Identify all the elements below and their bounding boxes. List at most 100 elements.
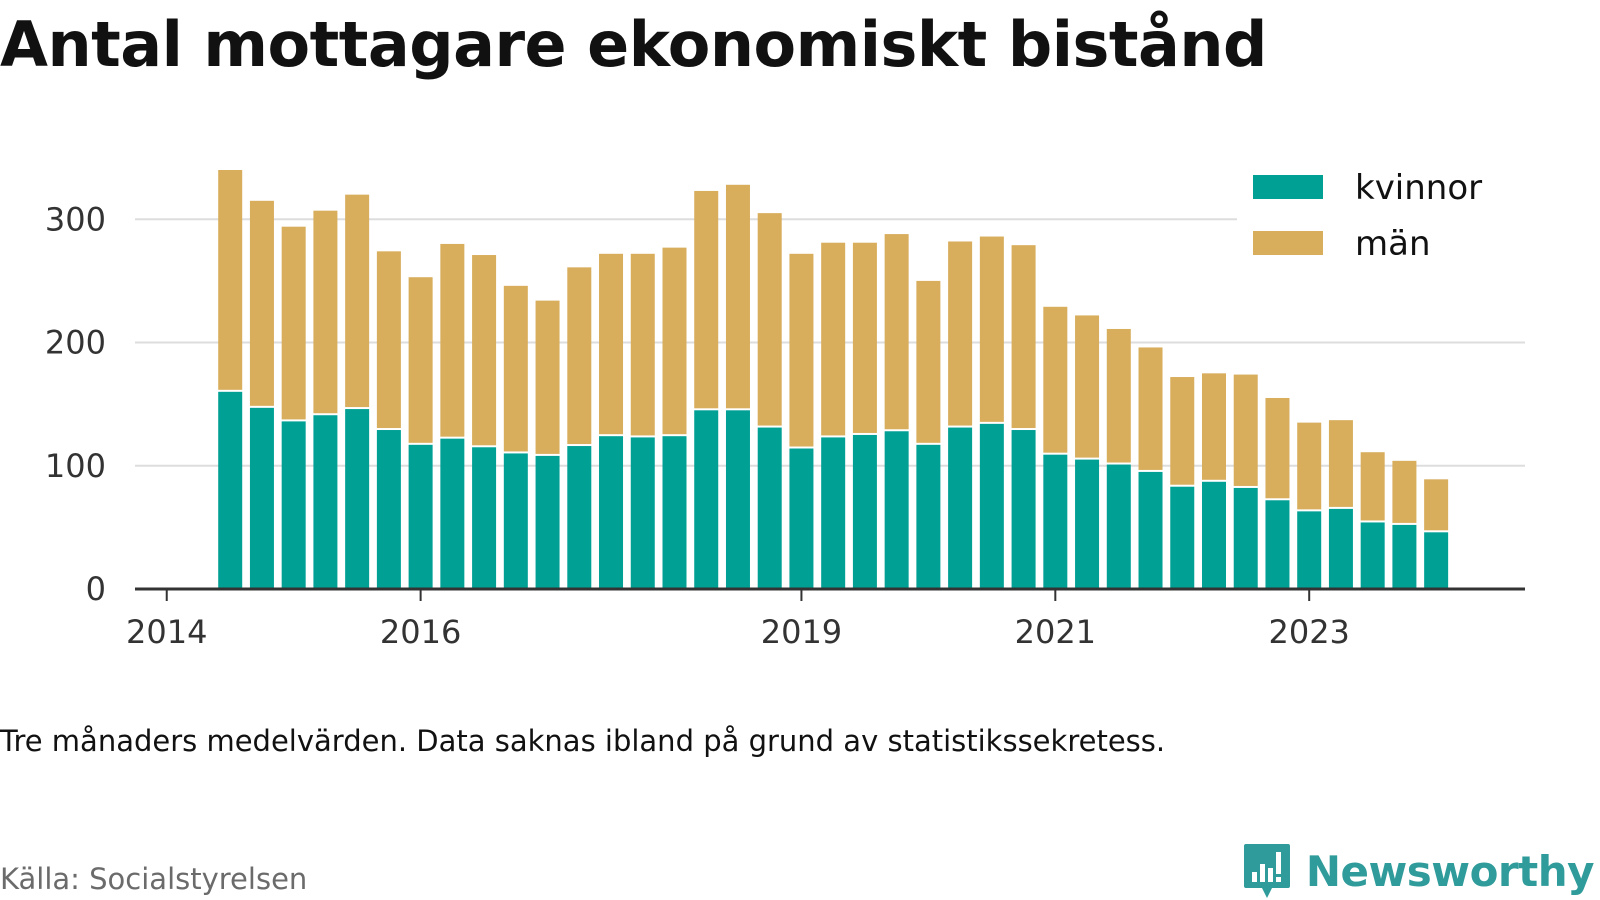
legend-label: män — [1355, 224, 1431, 264]
stacked-bar-chart: 0 100 200 300 2014 2016 2019 2021 2023 kvinnor m… — [44, 166, 1535, 651]
bar-man — [281, 226, 306, 420]
bars — [218, 170, 1449, 589]
bar-kvinnor — [1360, 522, 1385, 589]
bar-kvinnor — [408, 444, 433, 589]
bar-kvinnor — [376, 430, 401, 589]
bar-kvinnor — [1170, 486, 1195, 589]
bar-kvinnor — [1424, 532, 1449, 589]
bar-man — [1201, 373, 1226, 480]
y-axis-ticks: 0 100 200 300 — [45, 200, 106, 608]
bar-kvinnor — [249, 407, 274, 589]
y-tick-label: 0 — [86, 570, 106, 608]
bar-man — [1106, 328, 1131, 463]
bar-man — [979, 236, 1004, 422]
x-tick-label: 2023 — [1268, 613, 1349, 651]
bar-man — [948, 241, 973, 426]
y-tick-label: 100 — [45, 447, 106, 485]
bar-kvinnor — [1233, 487, 1258, 589]
bar-kvinnor — [694, 410, 719, 589]
bar-man — [1392, 460, 1417, 523]
bar-kvinnor — [1043, 454, 1068, 589]
bar-man — [821, 242, 846, 436]
bar-man — [376, 251, 401, 429]
bar-kvinnor — [1106, 464, 1131, 589]
bar-kvinnor — [1392, 524, 1417, 589]
bar-kvinnor — [852, 434, 877, 589]
bar-kvinnor — [345, 409, 370, 589]
bar-man — [218, 170, 243, 390]
bar-man — [440, 243, 465, 437]
legend-swatch — [1253, 231, 1323, 255]
bar-kvinnor — [440, 438, 465, 589]
bar-kvinnor — [821, 437, 846, 589]
bar-kvinnor — [218, 391, 243, 589]
bar-kvinnor — [916, 444, 941, 589]
bar-kvinnor — [725, 410, 750, 589]
bar-man — [1138, 347, 1163, 470]
bar-kvinnor — [1297, 511, 1322, 589]
bar-man — [1075, 315, 1100, 458]
bar-man — [1170, 377, 1195, 485]
legend: kvinnor män — [1237, 166, 1535, 266]
bar-kvinnor — [503, 453, 528, 589]
bar-kvinnor — [1201, 481, 1226, 589]
bar-kvinnor — [789, 448, 814, 589]
bar-kvinnor — [1328, 508, 1353, 589]
bar-kvinnor — [757, 427, 782, 589]
newsworthy-logo-icon — [1243, 844, 1290, 898]
brand-logo[interactable]: Newsworthy — [1242, 842, 1595, 900]
bar-man — [408, 277, 433, 443]
x-tick-label: 2019 — [761, 613, 842, 651]
bar-man — [1297, 422, 1322, 510]
x-axis: 2014 2016 2019 2021 2023 — [126, 587, 1525, 651]
bar-man — [1265, 397, 1290, 499]
bar-man — [725, 184, 750, 409]
bar-kvinnor — [1265, 500, 1290, 589]
bar-man — [472, 255, 497, 446]
bar-man — [1011, 245, 1036, 429]
brand-name: Newsworthy — [1305, 846, 1595, 896]
bar-man — [789, 253, 814, 447]
chart-title: Antal mottagare ekonomiskt bistånd — [0, 8, 1267, 81]
chart-note: Tre månaders medelvärden. Data saknas ib… — [0, 724, 1166, 758]
bar-kvinnor — [884, 431, 909, 589]
bar-man — [694, 190, 719, 409]
bar-man — [1360, 452, 1385, 521]
bar-man — [599, 253, 624, 435]
bar-kvinnor — [472, 447, 497, 589]
bar-man — [1043, 306, 1068, 453]
y-tick-label: 300 — [45, 200, 106, 238]
bar-kvinnor — [313, 415, 338, 589]
bar-kvinnor — [281, 421, 306, 589]
bar-kvinnor — [599, 436, 624, 589]
bar-man — [884, 234, 909, 430]
y-tick-label: 200 — [45, 324, 106, 362]
bar-man — [852, 242, 877, 433]
legend-swatch — [1253, 175, 1323, 199]
bar-man — [757, 213, 782, 426]
bar-man — [630, 253, 655, 436]
bar-kvinnor — [979, 423, 1004, 589]
x-tick-label: 2014 — [126, 613, 207, 651]
bar-kvinnor — [1075, 459, 1100, 589]
bar-kvinnor — [567, 446, 592, 589]
bar-man — [249, 200, 274, 406]
bar-kvinnor — [1138, 471, 1163, 589]
bar-kvinnor — [662, 436, 687, 589]
bar-man — [662, 247, 687, 435]
bar-kvinnor — [1011, 430, 1036, 589]
bar-man — [1424, 479, 1449, 531]
bar-man — [345, 194, 370, 408]
bar-man — [916, 280, 941, 443]
bar-kvinnor — [630, 437, 655, 589]
x-tick-label: 2021 — [1015, 613, 1096, 651]
source-credit: Källa: Socialstyrelsen — [0, 862, 308, 896]
bar-man — [1328, 420, 1353, 507]
bar-kvinnor — [948, 427, 973, 589]
x-tick-label: 2016 — [380, 613, 461, 651]
bar-man — [313, 210, 338, 414]
bar-man — [535, 300, 560, 454]
bar-man — [503, 285, 528, 452]
bar-man — [1233, 374, 1258, 486]
bar-man — [567, 267, 592, 445]
